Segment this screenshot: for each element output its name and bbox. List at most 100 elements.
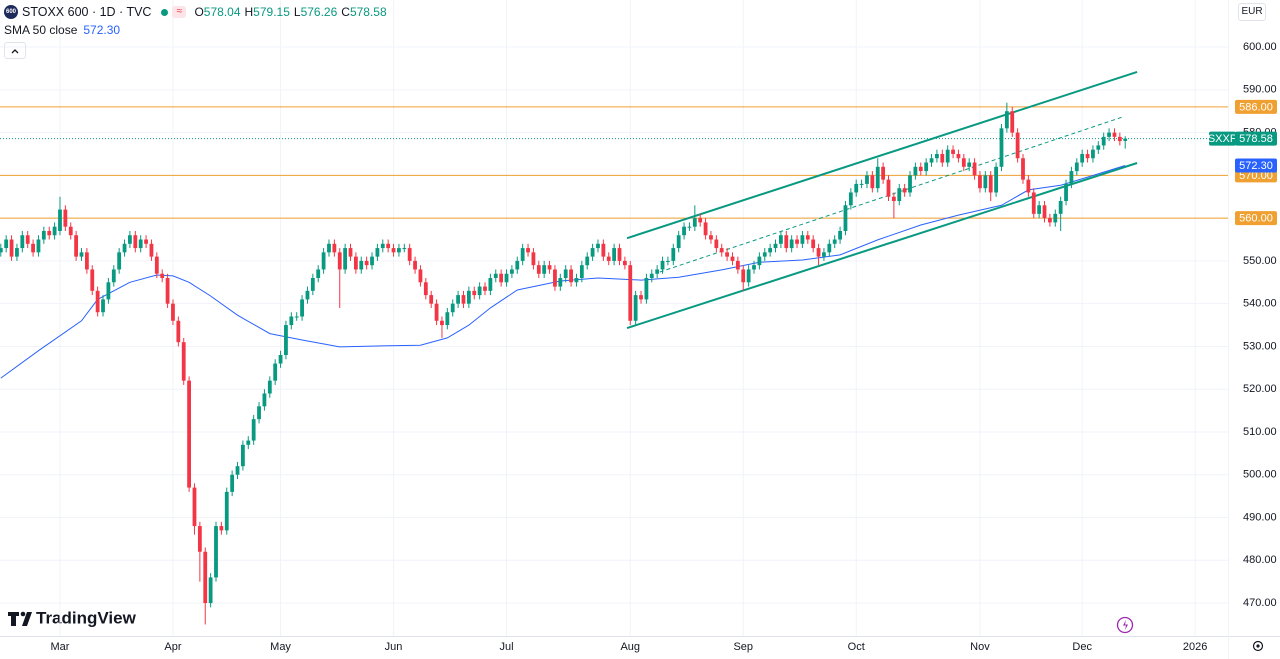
candle-body: [762, 252, 767, 257]
candle-body: [676, 235, 681, 249]
watermark-text: TradingView: [36, 608, 137, 627]
candle-body: [219, 526, 224, 531]
candle-body: [418, 269, 423, 283]
candle-body: [671, 248, 676, 261]
events-icon[interactable]: [1116, 616, 1134, 634]
candle-body: [972, 162, 977, 176]
symbol-title[interactable]: STOXX 600 · 1D · TVC: [22, 5, 152, 19]
candle-body: [988, 175, 993, 193]
candle-body: [466, 290, 471, 304]
candle-body: [596, 243, 600, 249]
candle-body: [574, 278, 579, 283]
candle-body: [90, 269, 95, 291]
candle-body: [1058, 201, 1063, 214]
candle-body: [197, 526, 202, 552]
candle-body: [472, 290, 477, 296]
candle-body: [47, 230, 52, 236]
candle-body: [1010, 111, 1015, 133]
candle-body: [203, 551, 208, 604]
y-tick-label: 480.00: [1243, 554, 1277, 566]
candle-body: [649, 273, 654, 279]
x-tick-label: Jul: [499, 641, 513, 653]
ohlc-value: 578.04: [203, 5, 241, 19]
candle-body: [590, 248, 595, 257]
candle-body: [800, 235, 805, 244]
candle-body: [499, 273, 504, 283]
candle-body: [251, 419, 256, 441]
events-icon[interactable]: [1123, 620, 1128, 630]
candle-body: [122, 243, 127, 253]
candle-body: [138, 239, 143, 249]
candle-body: [95, 290, 100, 313]
candle-body: [687, 226, 692, 228]
candle-body: [278, 354, 283, 364]
candle-body: [875, 166, 880, 189]
y-tick-label: 550.00: [1243, 255, 1277, 267]
candle-body: [450, 303, 455, 313]
candle-body: [558, 278, 563, 287]
candle-body: [160, 273, 165, 279]
candle-body: [746, 269, 751, 283]
collapse-button[interactable]: [4, 42, 26, 59]
status[interactable]: ≈: [161, 6, 187, 18]
candle-body: [935, 153, 939, 159]
candle-body: [294, 316, 299, 318]
candle-body: [542, 265, 547, 274]
candle-body: [816, 248, 821, 257]
symbol-tag-bg: [1209, 131, 1236, 146]
candle-body: [1117, 136, 1122, 142]
x-tick-label: May: [270, 641, 291, 653]
candle-body: [730, 256, 735, 261]
candle-body: [41, 230, 46, 240]
candle-body: [579, 265, 584, 279]
currency-button[interactable]: EUR: [1238, 3, 1266, 21]
x-tick-label: Aug: [620, 641, 640, 653]
ohlc-key: H: [244, 5, 254, 19]
candle-body: [553, 269, 557, 287]
candle-body: [165, 278, 170, 304]
candle-body: [386, 243, 391, 249]
candle-body: [811, 239, 816, 249]
candle-body: [784, 235, 789, 249]
candle-body: [246, 440, 251, 445]
candle-body: [725, 252, 729, 257]
y-tick-label: 530.00: [1243, 340, 1277, 352]
settings-icon[interactable]: [1252, 640, 1264, 652]
candle-body: [79, 252, 84, 257]
candle-body: [526, 248, 530, 253]
candle-body: [1091, 149, 1095, 159]
candle-body: [854, 183, 859, 193]
candle-body: [1085, 153, 1090, 159]
candle-body: [999, 128, 1004, 167]
x-tick-label: Sep: [733, 641, 753, 653]
candle-body: [257, 406, 261, 420]
ohlc-key: O: [194, 5, 204, 19]
candle-body: [52, 226, 57, 236]
candle-body: [719, 248, 724, 253]
candle-body: [752, 265, 756, 270]
y-tick-label: 510.00: [1243, 426, 1277, 438]
candle-body: [703, 222, 708, 236]
candle-body: [84, 252, 89, 270]
candle-body: [1096, 145, 1101, 150]
candle-body: [192, 487, 197, 527]
settings-icon[interactable]: [1256, 644, 1260, 648]
indicator-name[interactable]: SMA 50 close: [4, 23, 78, 37]
candle-body: [224, 491, 229, 531]
candle-body: [402, 248, 407, 250]
candle-body: [983, 175, 988, 189]
candle-body: [305, 290, 310, 300]
candle-body: [908, 175, 912, 193]
indicator-row: SMA 50 close 572.30: [4, 21, 391, 39]
candle-body: [1037, 205, 1042, 214]
candle-body: [515, 260, 520, 270]
candle-body: [343, 248, 348, 270]
candle-body: [1064, 183, 1068, 202]
candle-body: [757, 256, 762, 266]
candle-body: [68, 226, 73, 236]
candle-body: [117, 252, 122, 270]
candle-body: [1112, 132, 1117, 137]
